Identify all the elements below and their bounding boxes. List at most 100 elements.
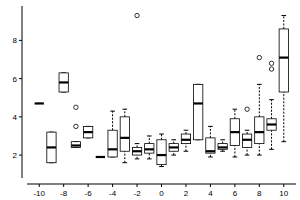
upper-whisker [259, 84, 260, 116]
min-cap [159, 166, 164, 167]
chart: 2468-10-8-6-4-20246810 [0, 0, 300, 200]
y-tick-label: 2 [13, 151, 18, 160]
min-cap [171, 155, 176, 156]
x-tick-label: 8 [257, 189, 262, 198]
outlier [135, 13, 139, 17]
box [169, 144, 178, 152]
max-cap [245, 130, 250, 131]
box [255, 117, 264, 144]
median [230, 131, 239, 133]
x-tick [210, 184, 211, 187]
box [206, 138, 215, 153]
median [181, 139, 190, 141]
median [83, 131, 92, 133]
box [145, 144, 154, 154]
lower-whisker [247, 147, 248, 155]
max-cap [110, 111, 115, 112]
outlier [269, 61, 273, 65]
max-cap [220, 139, 225, 140]
outlier [74, 105, 78, 109]
median [169, 146, 178, 148]
median [157, 154, 166, 156]
min-cap [233, 156, 238, 157]
box [83, 126, 92, 137]
max-cap [184, 130, 189, 131]
upper-whisker [161, 134, 162, 140]
x-tick [63, 184, 64, 187]
upper-whisker [124, 109, 125, 117]
x-tick-label: 2 [184, 189, 189, 198]
min-cap [208, 156, 213, 157]
x-tick [161, 184, 162, 187]
median [59, 81, 68, 83]
box [242, 134, 251, 147]
min-cap [184, 151, 189, 152]
upper-whisker [234, 109, 235, 119]
max-cap [147, 135, 152, 136]
upper-whisker [283, 16, 284, 29]
box [181, 134, 190, 144]
y-tick-label: 4 [13, 113, 18, 122]
box [132, 147, 141, 155]
box [47, 132, 56, 163]
median [132, 150, 141, 152]
min-cap [269, 149, 274, 150]
y-tick-label: 6 [13, 75, 18, 84]
lower-whisker [124, 151, 125, 162]
median [279, 56, 288, 58]
x-tick-label: 6 [233, 189, 238, 198]
median [47, 146, 56, 148]
median [96, 156, 105, 158]
x-tick-label: -8 [60, 189, 68, 198]
median [108, 148, 117, 150]
upper-whisker [137, 144, 138, 148]
median [35, 102, 44, 104]
max-cap [122, 109, 127, 110]
x-tick-label: -6 [85, 189, 93, 198]
max-cap [208, 126, 213, 127]
box [59, 73, 68, 92]
median [267, 123, 276, 125]
box [267, 119, 276, 130]
x-tick-label: 10 [279, 189, 288, 198]
y-tick-label: 8 [13, 36, 18, 45]
lower-whisker [210, 153, 211, 157]
x-tick [185, 184, 186, 187]
max-cap [269, 99, 274, 100]
x-tick [259, 184, 260, 187]
x-tick-label: -2 [133, 189, 141, 198]
max-cap [281, 15, 286, 16]
outlier [245, 107, 249, 111]
median [194, 102, 203, 104]
x-tick-label: -10 [33, 189, 45, 198]
outlier [257, 55, 261, 59]
outlier [269, 67, 273, 71]
x-tick-label: 0 [159, 189, 164, 198]
lower-whisker [149, 153, 150, 159]
box [157, 140, 166, 165]
x-tick [39, 184, 40, 187]
min-cap [281, 141, 286, 142]
outlier [74, 124, 78, 128]
x-tick-label: 4 [208, 189, 213, 198]
max-cap [171, 139, 176, 140]
box [96, 156, 105, 157]
lower-whisker [185, 144, 186, 152]
median [145, 148, 154, 150]
box [108, 130, 117, 157]
median [242, 139, 251, 141]
lower-whisker [137, 155, 138, 159]
x-tick [112, 184, 113, 187]
x-tick [137, 184, 138, 187]
upper-whisker [210, 126, 211, 137]
min-cap [122, 162, 127, 163]
lower-whisker [283, 92, 284, 142]
lower-whisker [234, 146, 235, 157]
max-cap [159, 134, 164, 135]
upper-whisker [112, 111, 113, 130]
y-axis [22, 6, 23, 178]
boxes [35, 13, 289, 166]
box [279, 29, 288, 92]
median [71, 144, 80, 146]
lower-whisker [173, 151, 174, 155]
